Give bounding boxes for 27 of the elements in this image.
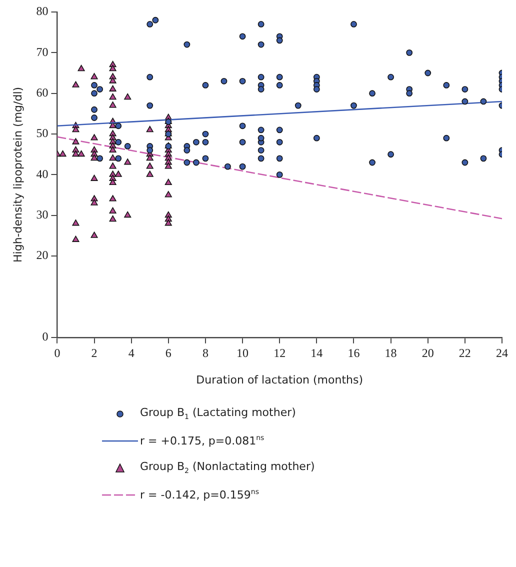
legend-label: r = -0.142, p=0.159$^{ns}$ — [140, 488, 259, 502]
y-tick-label: 40 — [36, 166, 48, 181]
y-tick-label: 80 — [36, 4, 48, 18]
y-tick-label: 0 — [42, 330, 48, 344]
x-tick-label: 14 — [310, 346, 323, 360]
y-tick-label: 60 — [36, 86, 48, 100]
x-tick-label: 20 — [422, 346, 434, 360]
legend-label: Group B$_{1}$ (Lactating mother) — [140, 406, 296, 422]
x-axis-title: Duration of lactation (months) — [196, 373, 364, 386]
x-tick-label: 22 — [458, 346, 471, 360]
y-tick-label: 20 — [36, 248, 48, 262]
x-tick-label: 16 — [348, 346, 360, 360]
y-tick-label: 70 — [36, 44, 48, 59]
x-tick-label: 18 — [384, 346, 397, 360]
y-tick-label: 30 — [36, 208, 48, 222]
x-tick-label: 4 — [128, 346, 134, 360]
x-tick-label: 0 — [54, 346, 60, 360]
x-tick-label: 6 — [165, 346, 172, 360]
legend-label: r = +0.175, p=0.081$^{ns}$ — [140, 434, 264, 448]
x-tick-label: 12 — [274, 346, 286, 360]
x-tick-label: 10 — [236, 346, 249, 360]
x-tick-label: 24 — [496, 346, 508, 360]
y-tick-label: 50 — [36, 126, 48, 140]
x-tick-label: 8 — [202, 346, 208, 360]
legend-label: Group B$_{2}$ (Nonlactating mother) — [140, 460, 315, 476]
y-axis-title: High-density lipoprotein (mg/dl) — [11, 86, 24, 262]
x-tick-label: 2 — [91, 346, 98, 360]
